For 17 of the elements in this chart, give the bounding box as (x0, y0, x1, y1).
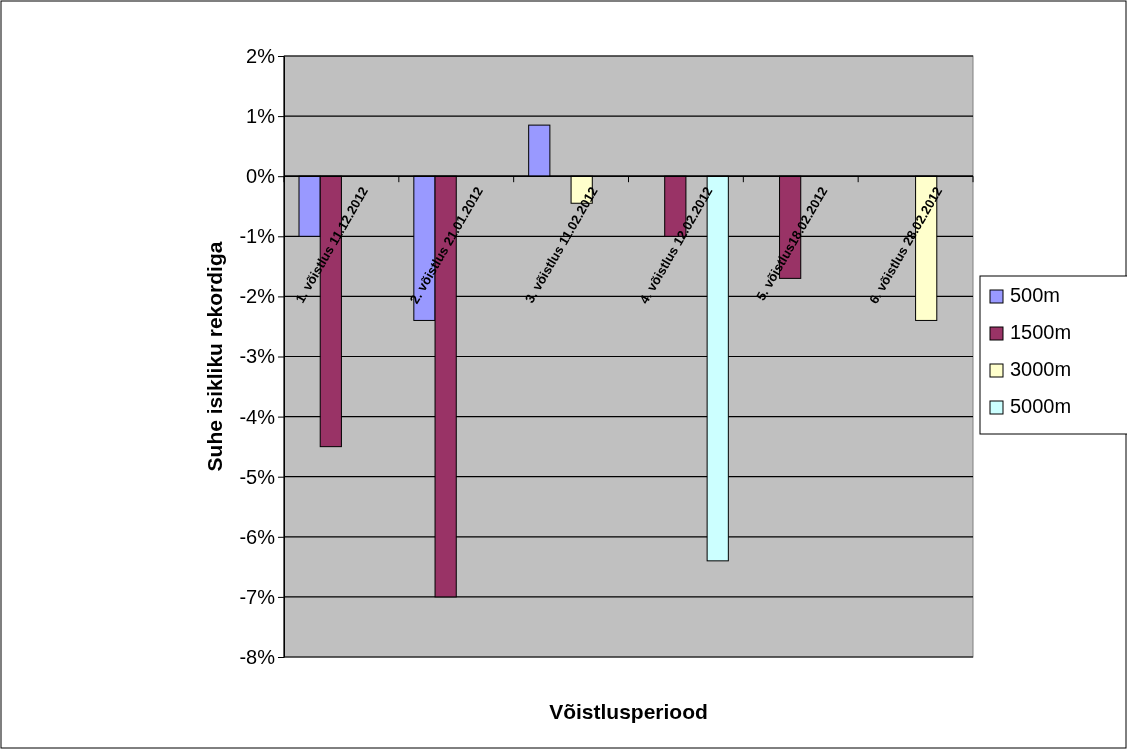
legend-label: 5000m (1010, 395, 1072, 417)
y-tick-label: 2% (246, 44, 276, 67)
y-tick-label: 1% (246, 105, 276, 127)
y-tick-label: -1% (239, 225, 276, 248)
y-axis-title: Suhe isikliku rekordiga (203, 241, 226, 472)
y-tick-label: -7% (239, 585, 276, 608)
legend-label: 3000m (1010, 358, 1072, 380)
y-tick-label: -4% (239, 405, 276, 428)
y-tick-label: -2% (239, 285, 276, 308)
y-tick-label: -8% (239, 645, 276, 668)
y-tick-label: -5% (239, 465, 276, 488)
y-tick-label: -3% (239, 345, 276, 368)
legend-label: 500m (1010, 284, 1061, 306)
legend-label: 1500m (1010, 321, 1072, 343)
x-axis-title: Võistlusperiood (549, 700, 708, 723)
y-tick-label: 0% (246, 165, 276, 188)
y-tick-label: -6% (239, 525, 276, 548)
